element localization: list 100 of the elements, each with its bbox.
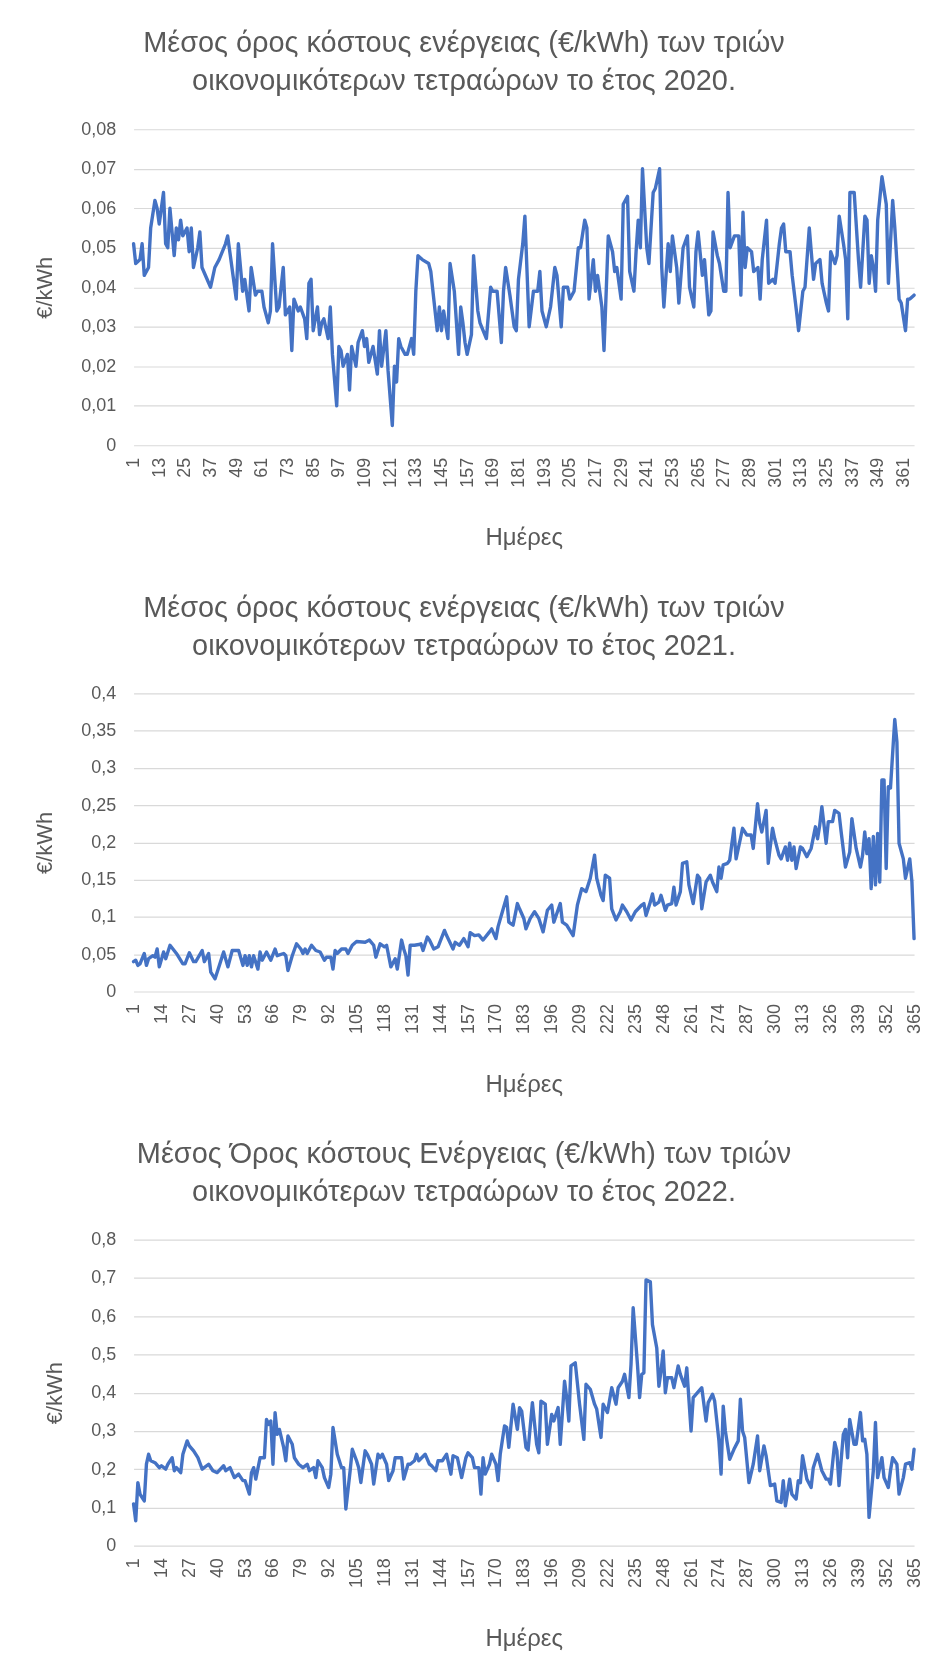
y-tick-label: 0,1 <box>91 1496 117 1517</box>
x-tick-label: 145 <box>430 457 451 488</box>
x-tick-label: 352 <box>875 1558 896 1589</box>
x-tick-label: 131 <box>401 1003 422 1034</box>
x-tick-label: 105 <box>346 1003 367 1034</box>
line-series <box>131 717 916 981</box>
x-tick-label: 274 <box>708 1558 729 1589</box>
x-tick-label: 193 <box>533 457 554 488</box>
x-axis-title: Ημέρες <box>485 523 564 551</box>
y-tick-label: 0 <box>106 1535 117 1556</box>
x-tick-label: 325 <box>815 457 836 488</box>
x-tick-label: 61 <box>251 457 272 478</box>
y-tick-label: 0,5 <box>91 1343 117 1364</box>
x-axis-title: Ημέρες <box>485 1069 564 1097</box>
x-tick-label: 157 <box>456 457 477 488</box>
x-tick-label: 169 <box>482 457 503 488</box>
x-tick-label: 118 <box>373 1558 394 1587</box>
x-tick-label: 326 <box>819 1003 840 1034</box>
y-tick-label: 0,35 <box>81 720 117 741</box>
x-tick-label: 365 <box>903 1003 924 1034</box>
x-tick-label: 265 <box>687 457 708 488</box>
x-tick-label: 79 <box>290 1558 311 1579</box>
x-tick-label: 144 <box>429 1003 450 1034</box>
x-tick-label: 209 <box>569 1003 590 1034</box>
y-tick-label: 0,01 <box>81 395 117 416</box>
x-tick-label: 352 <box>875 1003 896 1034</box>
x-tick-label: 313 <box>792 1558 813 1589</box>
x-tick-label: 277 <box>713 457 734 488</box>
x-tick-label: 222 <box>596 1558 617 1589</box>
y-tick-label: 0,3 <box>91 757 117 778</box>
x-tick-label: 109 <box>353 457 374 488</box>
y-axis-title: €/kWh <box>32 811 58 874</box>
x-tick-label: 13 <box>148 457 169 478</box>
y-tick-label: 0,02 <box>81 355 117 376</box>
x-tick-label: 301 <box>764 457 785 488</box>
x-tick-label: 66 <box>262 1558 283 1579</box>
x-tick-label: 1 <box>123 1558 144 1569</box>
x-tick-label: 217 <box>584 457 605 488</box>
y-tick-label: 0,03 <box>81 316 117 337</box>
y-tick-label: 0,05 <box>81 237 117 258</box>
x-tick-label: 121 <box>379 457 400 488</box>
y-tick-label: 0,7 <box>91 1267 117 1288</box>
x-tick-label: 53 <box>234 1558 255 1579</box>
x-tick-label: 235 <box>624 1003 645 1034</box>
y-tick-label: 0,1 <box>91 906 117 927</box>
x-tick-label: 349 <box>867 457 888 488</box>
x-tick-label: 274 <box>708 1003 729 1034</box>
x-tick-label: 144 <box>429 1558 450 1589</box>
x-tick-label: 339 <box>847 1003 868 1034</box>
x-tick-label: 131 <box>401 1558 422 1589</box>
y-tick-label: 0,04 <box>81 276 117 297</box>
x-tick-label: 27 <box>178 1558 199 1579</box>
x-tick-label: 73 <box>277 457 298 478</box>
x-tick-label: 196 <box>541 1003 562 1034</box>
x-tick-label: 1 <box>123 1003 144 1014</box>
x-tick-label: 337 <box>841 457 862 488</box>
chart-title: Μέσος Όρος κόστους Ενέργειας (€/kWh) των τριών οικονομικότερων τετραώρων το έτος 2022. <box>136 1136 792 1207</box>
x-tick-label: 181 <box>507 457 528 488</box>
chart-title: Μέσος όρος κόστους ενέργειας (€/kWh) των τριών οικονομικότερων τετραώρων το έτος 2020. <box>143 26 785 97</box>
x-tick-label: 326 <box>819 1558 840 1589</box>
y-tick-label: 0,06 <box>81 197 117 218</box>
x-tick-label: 92 <box>318 1003 339 1024</box>
x-tick-label: 14 <box>150 1003 171 1024</box>
x-tick-label: 25 <box>174 457 195 478</box>
x-tick-label: 133 <box>405 457 426 488</box>
x-tick-label: 66 <box>262 1003 283 1024</box>
x-tick-label: 261 <box>680 1558 701 1589</box>
x-tick-label: 27 <box>178 1003 199 1024</box>
y-tick-label: 0,2 <box>91 1458 117 1479</box>
x-tick-label: 209 <box>569 1558 590 1589</box>
y-tick-label: 0,8 <box>91 1229 117 1250</box>
x-tick-label: 253 <box>661 457 682 488</box>
x-tick-label: 79 <box>290 1003 311 1024</box>
x-axis-title: Ημέρες <box>485 1623 564 1651</box>
x-tick-label: 313 <box>792 1003 813 1034</box>
x-tick-label: 170 <box>485 1003 506 1034</box>
y-axis-title: €/kWh <box>42 1362 68 1425</box>
x-tick-label: 235 <box>624 1558 645 1589</box>
x-tick-label: 313 <box>790 457 811 488</box>
y-tick-label: 0,3 <box>91 1420 117 1441</box>
y-tick-label: 0 <box>106 980 117 1001</box>
x-tick-label: 339 <box>847 1558 868 1589</box>
x-tick-label: 248 <box>652 1003 673 1034</box>
x-tick-label: 37 <box>200 457 221 478</box>
x-tick-label: 365 <box>903 1558 924 1589</box>
x-tick-label: 222 <box>596 1003 617 1034</box>
x-tick-label: 92 <box>318 1558 339 1579</box>
x-tick-label: 118 <box>373 1003 394 1033</box>
x-tick-label: 97 <box>328 457 349 478</box>
chart-title: Μέσος όρος κόστους ενέργειας (€/kWh) των τριών οικονομικότερων τετραώρων το έτος 2021. <box>143 590 785 661</box>
y-tick-label: 0,4 <box>91 682 117 703</box>
x-tick-label: 287 <box>736 1003 757 1034</box>
y-tick-label: 0,08 <box>81 118 117 139</box>
line-series <box>131 1278 916 1523</box>
x-tick-label: 40 <box>206 1558 227 1579</box>
x-tick-label: 1 <box>123 457 144 468</box>
y-tick-label: 0,15 <box>81 869 117 890</box>
x-tick-label: 248 <box>652 1558 673 1589</box>
x-tick-label: 40 <box>206 1003 227 1024</box>
x-tick-label: 157 <box>457 1003 478 1034</box>
